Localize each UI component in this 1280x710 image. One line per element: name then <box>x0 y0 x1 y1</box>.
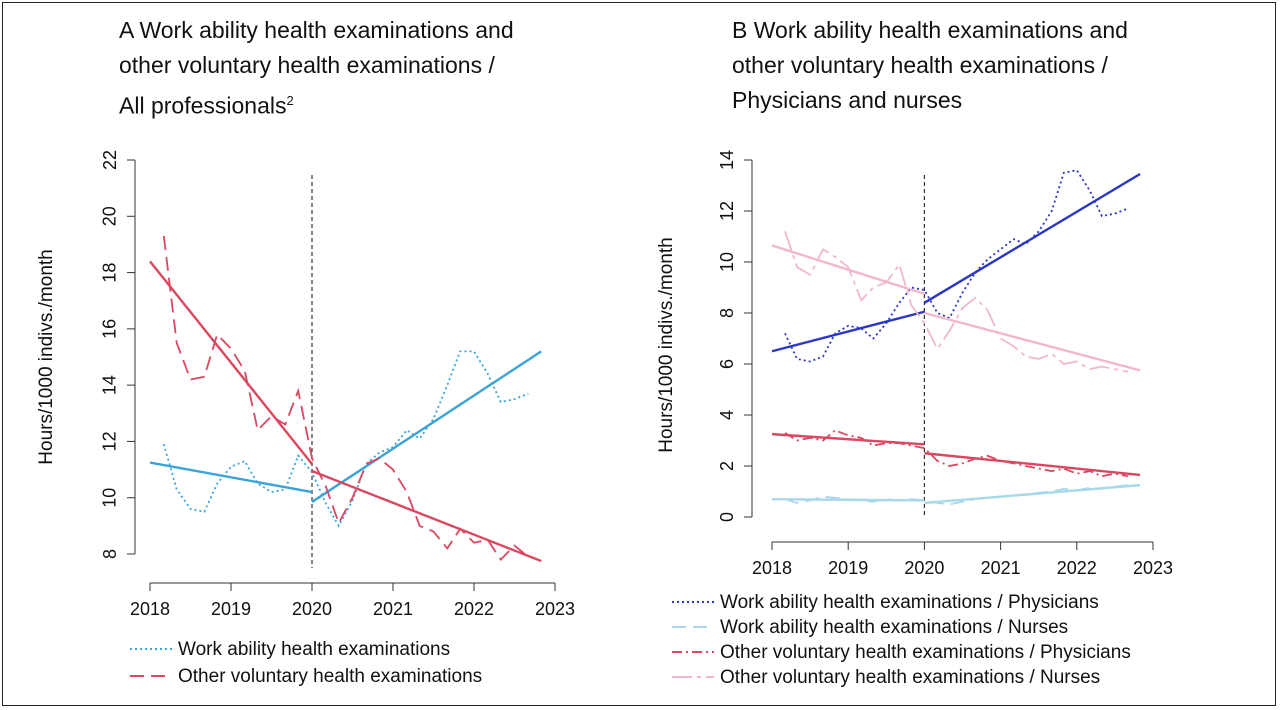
panel-a-y-tick-label: 14 <box>100 375 120 395</box>
panel-b-y-axis-label: Hours/1000 indivs./month <box>656 237 677 452</box>
panel-b-y-tick-label: 2 <box>717 461 737 471</box>
panel-b-series-1-trend-1 <box>924 483 1141 505</box>
panel-a-series-0-trend-0 <box>149 461 313 494</box>
panel-b-y-tick-label: 10 <box>717 252 737 272</box>
panel-b-series-3-trend-1 <box>924 311 1141 372</box>
panel-a-title-line-3: All professionals2 <box>119 83 514 124</box>
panel-a-series-1-trend-1 <box>311 469 542 563</box>
panel-b-series-2-trend-1 <box>924 452 1141 477</box>
panel-a-x-tick-label: 2022 <box>454 599 494 619</box>
panel-b-title-line-3: Physicians and nurses <box>732 87 963 113</box>
panel-b-title-line-2: other voluntary health examinations / <box>732 52 1108 78</box>
panel-a-y-tick-label: 22 <box>100 150 120 170</box>
panel-a-title-footnote: 2 <box>286 93 294 108</box>
panel-b-x-tick-label: 2019 <box>828 558 868 578</box>
panel-a-y-tick-label: 20 <box>100 206 120 226</box>
panel-b-x-tick-label: 2021 <box>981 558 1021 578</box>
panel-b-y-tick-label: 0 <box>717 512 737 522</box>
panel-b-y-tick-label: 4 <box>717 410 737 420</box>
panel-a-title-line-2: other voluntary health examinations / <box>119 52 495 78</box>
panel-b-y-tick-label: 12 <box>717 201 737 221</box>
panel-b-x-tick-label: 2023 <box>1133 558 1173 578</box>
panel-a-x-tick-label: 2023 <box>535 599 575 619</box>
panel-b-legend-label-0: Work ability health examinations / Physi… <box>720 592 1099 613</box>
panel-b-series-3-trend-0 <box>771 244 925 296</box>
panel-a-legend-label-0: Work ability health examinations <box>178 639 450 660</box>
panel-b-series-2-trend-0 <box>771 432 925 446</box>
panel-a-y-tick-label: 12 <box>100 431 120 451</box>
panel-a-legend-label-1: Other voluntary health examinations <box>178 666 482 687</box>
panel-b-series-0-trend-0 <box>771 310 925 353</box>
panel-a-y-tick-label: 10 <box>100 488 120 508</box>
panel-a-x-tick-label: 2021 <box>373 599 413 619</box>
panel-b-x-tick-label: 2020 <box>904 558 944 578</box>
panel-a-series-1-trend-0 <box>149 260 313 465</box>
panel-a-series-0-observed <box>162 350 529 528</box>
panel-b-series-2-observed <box>784 429 1129 478</box>
panel-b-chart: 0 2 4 6 8 10 12 14 2018 2019 2020 2021 2022 2023 Hours… <box>656 150 1173 688</box>
panel-a-x-tick-label: 2019 <box>211 599 251 619</box>
panel-a-series-1-observed <box>162 235 529 562</box>
panel-b-y-tick-label: 6 <box>717 359 737 369</box>
panel-b-series-0-observed <box>784 169 1129 363</box>
panel-b-title: B Work ability health examinations and o… <box>732 13 1128 118</box>
panel-a-y-tick-label: 8 <box>100 549 120 559</box>
panel-b-x-tick-label: 2022 <box>1057 558 1097 578</box>
panel-a-x-tick-label: 2020 <box>292 599 332 619</box>
panel-b-series-3-observed <box>784 231 1129 373</box>
panel-a-title-line-1: A Work ability health examinations and <box>119 17 514 43</box>
panel-b-x-tick-label: 2018 <box>752 558 792 578</box>
panel-b-legend-label-1: Work ability health examinations / Nurse… <box>720 617 1068 638</box>
panel-b-y-tick-label: 8 <box>717 308 737 318</box>
panel-b-legend-label-2: Other voluntary health examinations / Ph… <box>720 642 1131 663</box>
panel-a-y-axis-label: Hours/1000 indivs./month <box>36 249 57 464</box>
panel-b-y-tick-label: 14 <box>717 150 737 170</box>
panel-b-series-0-trend-1 <box>923 172 1141 304</box>
panel-b-title-line-1: B Work ability health examinations and <box>732 17 1128 43</box>
panel-a-series-0-trend-1 <box>311 350 542 503</box>
panel-a-title: A Work ability health examinations and o… <box>119 13 514 124</box>
panel-b-series-1-trend-0 <box>771 497 925 502</box>
panel-a-x-tick-label: 2018 <box>130 599 170 619</box>
panel-a-y-tick-label: 16 <box>100 319 120 339</box>
panel-a-title-line-3-text: All professionals <box>119 92 287 119</box>
panel-b-series-1-observed <box>784 484 1128 506</box>
panel-b-legend-label-3: Other voluntary health examinations / Nu… <box>720 667 1100 688</box>
panel-a-y-tick-label: 18 <box>100 263 120 283</box>
